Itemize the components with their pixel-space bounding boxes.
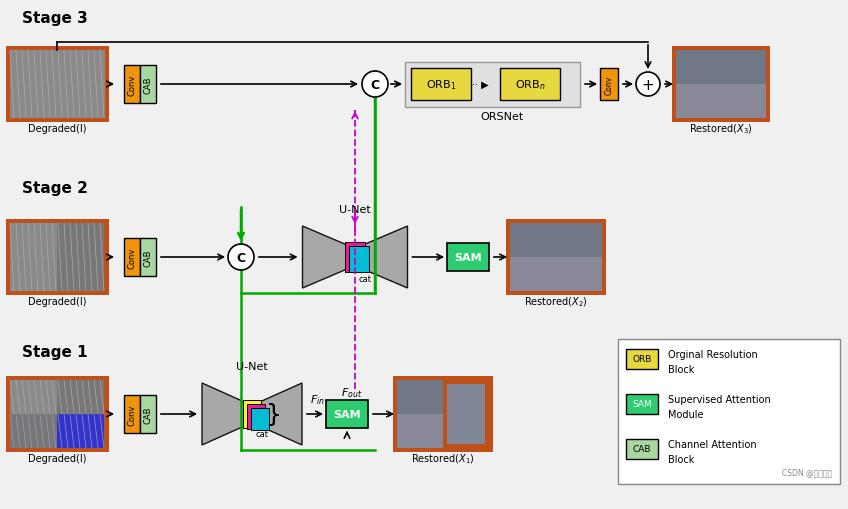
Text: Stage 3: Stage 3 (22, 11, 87, 25)
Bar (506, 219, 606, 295)
Text: Supervised Attention: Supervised Attention (668, 394, 771, 404)
Bar (10, 380, 57, 414)
Text: Stage 2: Stage 2 (22, 180, 88, 195)
Bar (10, 223, 57, 292)
Text: $F_{in}$: $F_{in}$ (310, 392, 325, 406)
Text: CSDN @阿利同学: CSDN @阿利同学 (782, 467, 832, 476)
Bar (626, 394, 658, 414)
Text: Conv: Conv (605, 75, 613, 95)
Text: Restored($X_1$): Restored($X_1$) (411, 451, 475, 465)
Text: Degraded(I): Degraded(I) (28, 296, 86, 306)
Text: CAB: CAB (143, 249, 153, 266)
Bar (443, 380, 489, 448)
Bar (393, 376, 493, 452)
Polygon shape (303, 227, 349, 289)
Bar (411, 69, 471, 101)
Text: Restored($X_2$): Restored($X_2$) (524, 295, 588, 308)
Text: Degraded(I): Degraded(I) (28, 124, 86, 134)
Polygon shape (202, 383, 247, 445)
Bar (405, 63, 580, 108)
Bar (243, 400, 261, 428)
Bar (676, 85, 766, 119)
Bar (397, 380, 489, 448)
Text: SAM: SAM (632, 400, 652, 409)
Text: ORB: ORB (633, 355, 651, 364)
Bar (6, 219, 109, 295)
Bar (326, 400, 368, 428)
Bar (10, 51, 105, 119)
Text: CAB: CAB (143, 406, 153, 423)
Text: CAB: CAB (143, 76, 153, 94)
Bar (510, 258, 602, 292)
Bar (57, 414, 104, 448)
Bar (140, 239, 156, 276)
Text: Orginal Resolution: Orginal Resolution (668, 349, 758, 359)
Bar (447, 243, 489, 271)
Bar (57, 380, 104, 414)
Bar (251, 408, 269, 430)
Text: Block: Block (668, 364, 695, 374)
Text: U-Net: U-Net (339, 205, 371, 215)
Bar (447, 384, 485, 444)
Text: SAM: SAM (455, 252, 482, 263)
Bar (124, 239, 140, 276)
Bar (124, 395, 140, 433)
Text: C: C (237, 251, 246, 264)
Bar (140, 395, 156, 433)
Text: Conv: Conv (127, 247, 137, 268)
Text: CAB: CAB (633, 445, 651, 454)
Text: ORB$_n$: ORB$_n$ (515, 78, 545, 92)
Bar (510, 223, 602, 292)
Bar (10, 414, 57, 448)
Circle shape (362, 72, 388, 98)
Bar (397, 414, 489, 448)
Bar (57, 223, 104, 292)
Bar (140, 66, 156, 104)
Circle shape (228, 244, 254, 270)
Text: Conv: Conv (127, 74, 137, 96)
Text: SAM: SAM (333, 409, 360, 419)
Bar (618, 340, 840, 484)
Bar (345, 242, 365, 272)
Text: $F_{out}$: $F_{out}$ (341, 385, 363, 399)
Bar (500, 69, 560, 101)
Text: ·· ▶: ·· ▶ (471, 80, 488, 90)
Bar (124, 66, 140, 104)
Polygon shape (360, 227, 408, 289)
Text: ORB$_1$: ORB$_1$ (426, 78, 456, 92)
Text: Block: Block (668, 454, 695, 464)
Text: C: C (371, 78, 380, 91)
Polygon shape (257, 383, 302, 445)
Bar (349, 246, 369, 272)
Bar (676, 51, 766, 119)
Bar (600, 69, 618, 101)
Bar (247, 404, 265, 429)
Bar (626, 439, 658, 459)
Text: Conv: Conv (127, 404, 137, 425)
Text: ORSNet: ORSNet (480, 112, 523, 122)
Text: Stage 1: Stage 1 (22, 344, 87, 359)
Bar (6, 47, 109, 123)
Bar (6, 376, 109, 452)
Text: Degraded(I): Degraded(I) (28, 453, 86, 463)
Bar (626, 349, 658, 369)
Text: Module: Module (668, 409, 704, 419)
Text: U-Net: U-Net (236, 361, 268, 371)
Text: Restored($X_3$): Restored($X_3$) (689, 122, 753, 135)
Text: cat: cat (255, 430, 269, 439)
Text: cat: cat (359, 274, 371, 283)
Text: Channel Attention: Channel Attention (668, 439, 756, 449)
Text: }: } (266, 402, 282, 426)
Text: +: + (642, 77, 655, 92)
Bar (672, 47, 770, 123)
Circle shape (636, 73, 660, 97)
